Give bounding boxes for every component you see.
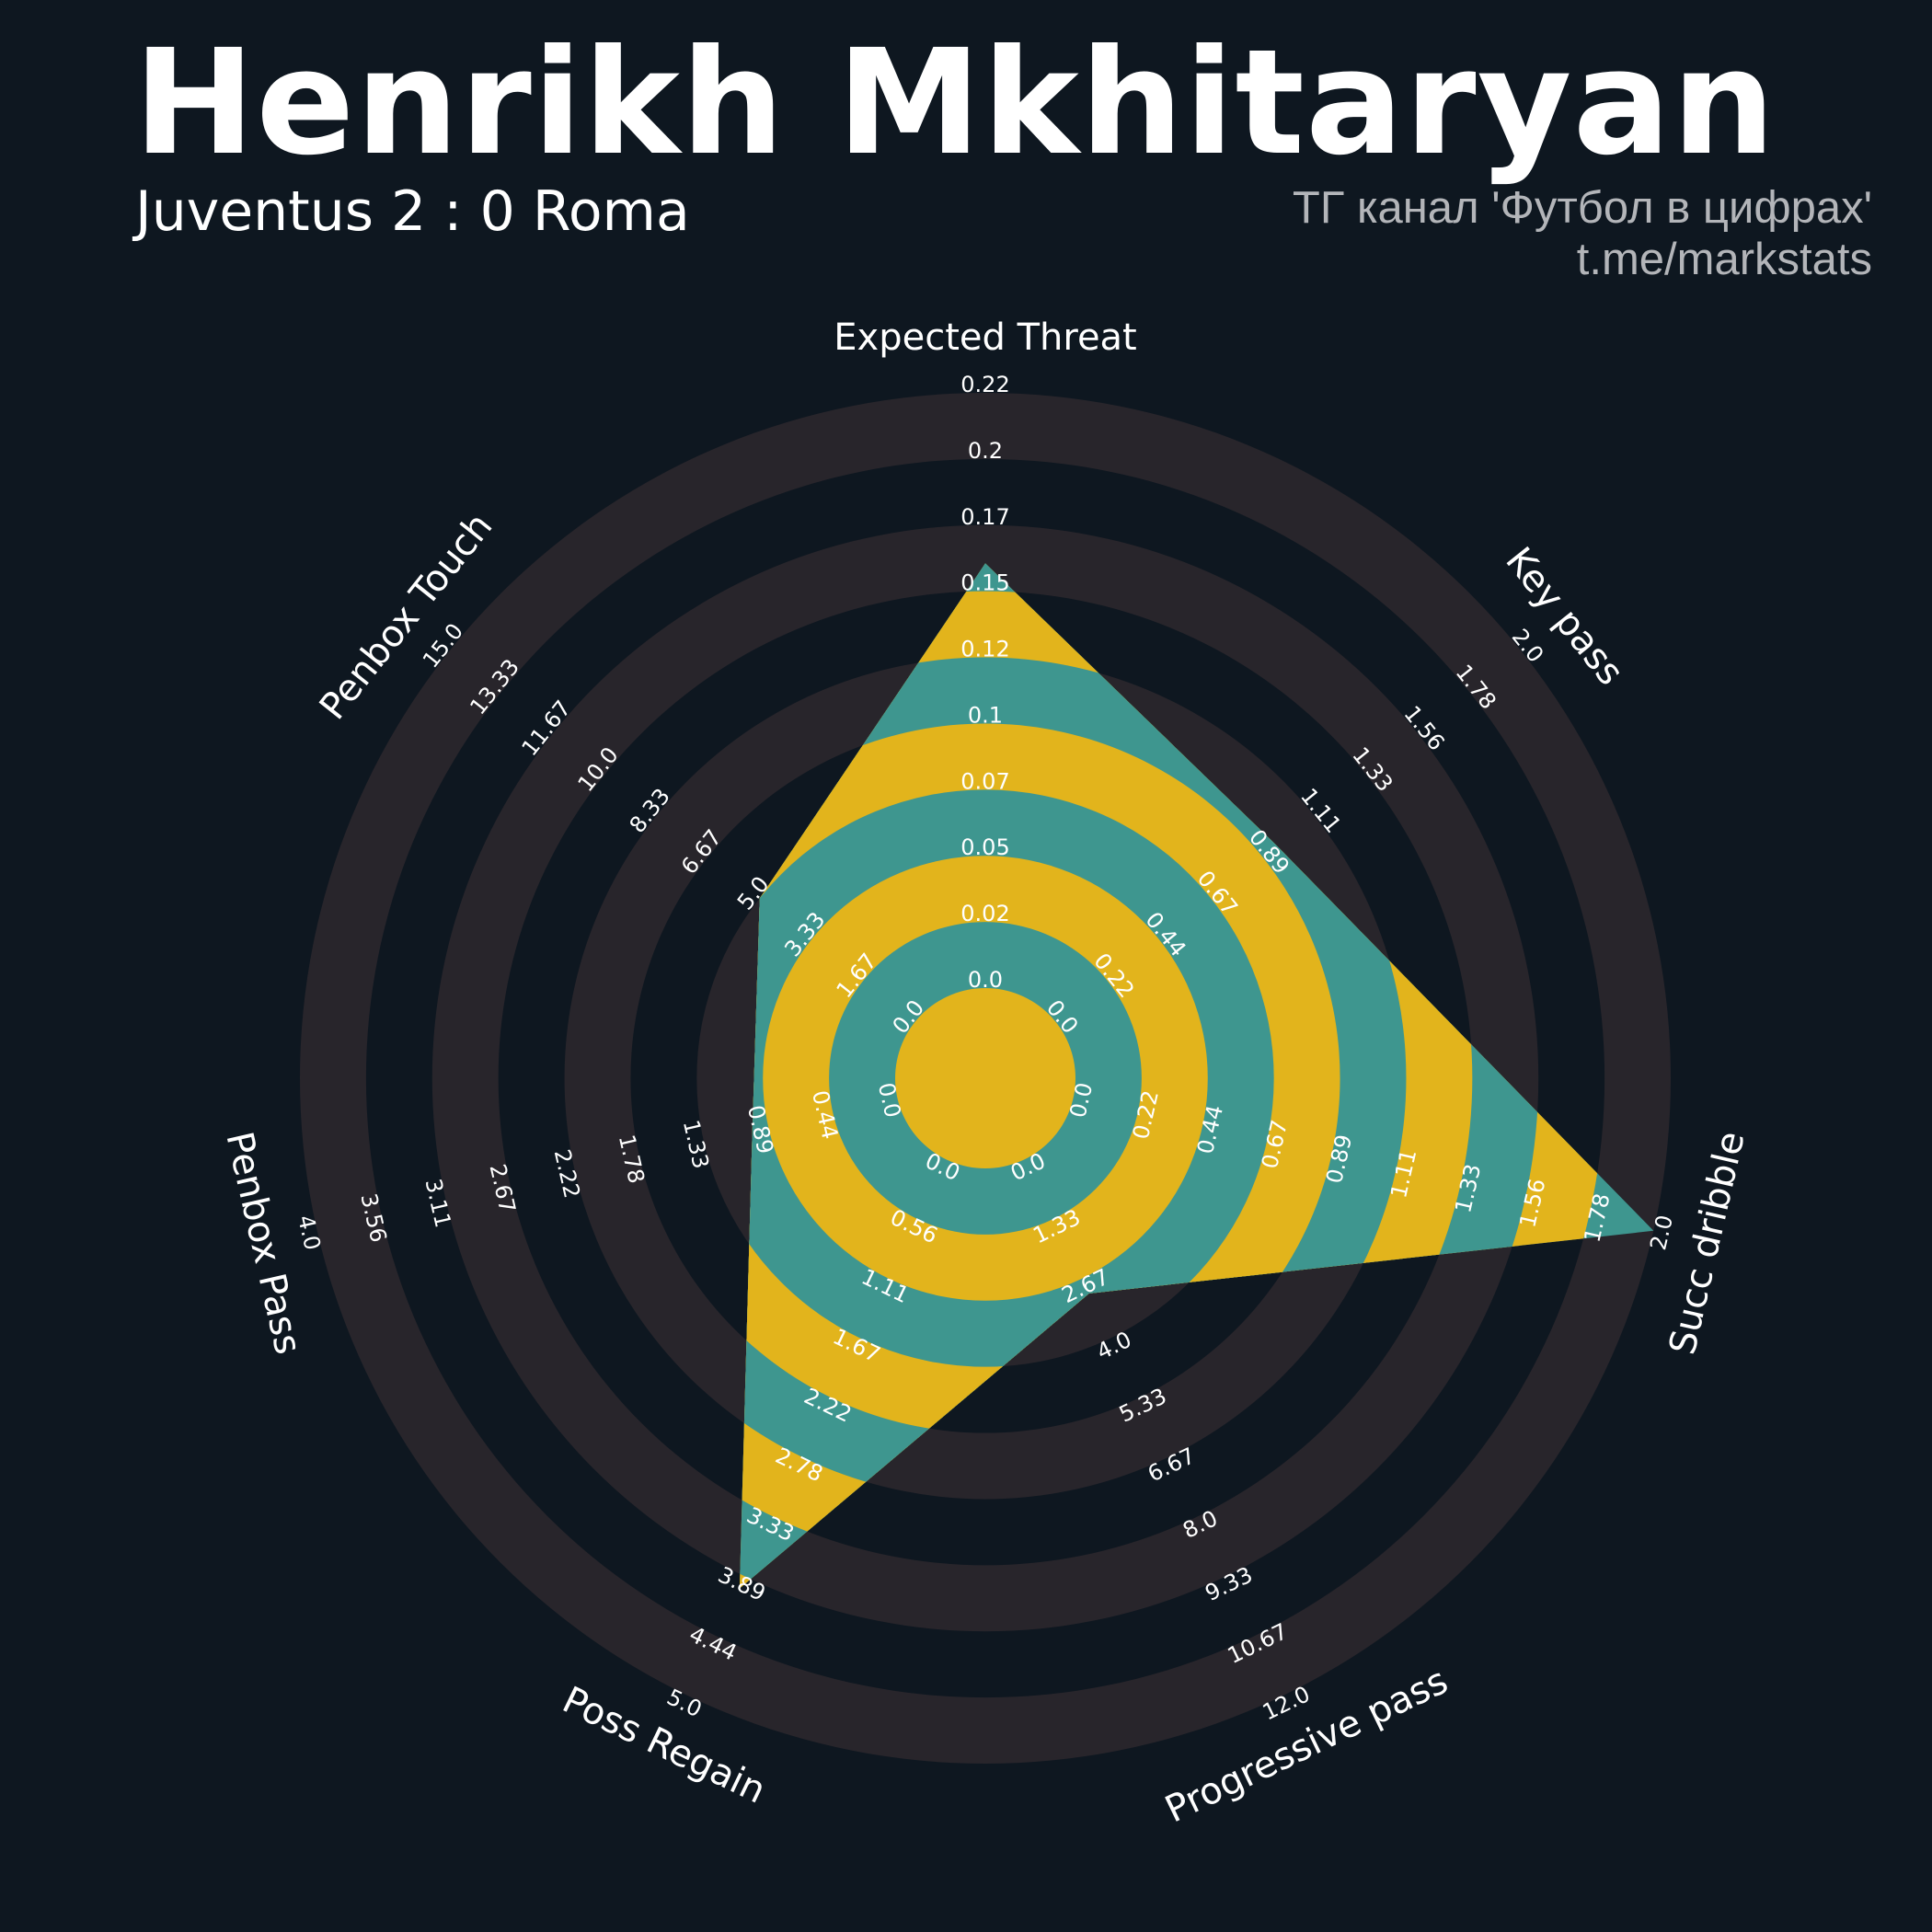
tick-label: 0.15 [960,570,1009,596]
param-label: Penbox Pass [217,1128,309,1358]
tick-label: 0.22 [960,372,1009,397]
match-subtitle: Juventus 2 : 0 Roma [135,179,690,244]
credit-link: t.me/markstats [1576,235,1872,284]
tick-label: 0.0 [968,967,1003,993]
credit-channel: ТГ канал 'Футбол в цифрах' [1292,183,1872,233]
tick-label: 0.02 [960,901,1009,926]
tick-label: 0.1 [968,702,1003,728]
tick-label: 0.17 [960,504,1009,530]
param-label: Expected Threat [834,316,1137,359]
radar-center-circle [895,988,1075,1168]
tick-label: 0.07 [960,768,1009,794]
player-name-title: Henrikh Mkhitaryan [133,18,1777,188]
tick-label: 0.2 [968,438,1003,464]
tick-label: 0.05 [960,834,1009,860]
param-label: Succ dribble [1662,1128,1754,1359]
tick-label: 0.12 [960,637,1009,662]
